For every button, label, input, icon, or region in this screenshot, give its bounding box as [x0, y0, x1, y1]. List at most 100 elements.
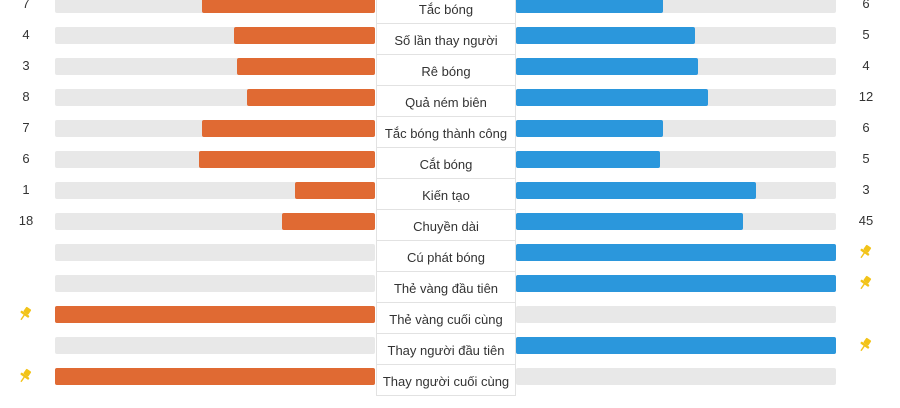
- home-bar: [247, 89, 375, 106]
- away-value: 5: [862, 27, 870, 42]
- stat-label: Rê bóng: [376, 55, 516, 86]
- away-value: 4: [862, 58, 870, 73]
- home-bar: [55, 306, 375, 323]
- stat-row: 18 Chuyền dài 45: [0, 210, 900, 241]
- stat-label: Thẻ vàng cuối cùng: [376, 303, 516, 334]
- stat-label: Tắc bóng: [376, 0, 516, 24]
- home-bar: [202, 120, 375, 137]
- stat-row: Thay người cuối cùng: [0, 365, 900, 396]
- stat-row: 4 Số lần thay người 5: [0, 24, 900, 55]
- away-bar: [516, 182, 756, 199]
- away-value: 45: [858, 213, 874, 228]
- pin-icon: [857, 337, 873, 353]
- home-bar-track: [55, 182, 375, 199]
- away-bar: [516, 0, 663, 13]
- home-bar: [202, 0, 375, 13]
- home-value: 7: [22, 0, 30, 11]
- home-value: 1: [22, 182, 30, 197]
- away-bar-track: [516, 89, 836, 106]
- stat-label: Cắt bóng: [376, 148, 516, 179]
- stat-row: Thẻ vàng đầu tiên: [0, 272, 900, 303]
- home-bar-track: [55, 368, 375, 385]
- stat-row: 1 Kiến tạo 3: [0, 179, 900, 210]
- away-bar: [516, 89, 708, 106]
- home-bar: [55, 368, 375, 385]
- away-value: 12: [858, 89, 874, 104]
- stat-label: Tắc bóng thành công: [376, 117, 516, 148]
- away-bar-track: [516, 27, 836, 44]
- home-value: 7: [22, 120, 30, 135]
- home-bar-track: [55, 89, 375, 106]
- home-value: 8: [22, 89, 30, 104]
- away-value: 3: [862, 182, 870, 197]
- home-bar-track: [55, 58, 375, 75]
- home-value: 18: [18, 213, 34, 228]
- away-bar: [516, 58, 698, 75]
- away-bar-track: [516, 120, 836, 137]
- away-bar: [516, 151, 660, 168]
- home-bar-track: [55, 244, 375, 261]
- home-bar-track: [55, 0, 375, 13]
- stat-label: Thay người cuối cùng: [376, 365, 516, 396]
- stat-label: Kiến tạo: [376, 179, 516, 210]
- stat-label: Thẻ vàng đầu tiên: [376, 272, 516, 303]
- stat-label: Số lần thay người: [376, 24, 516, 55]
- away-bar-track: [516, 213, 836, 230]
- away-value: 6: [862, 120, 870, 135]
- home-bar-track: [55, 275, 375, 292]
- away-bar: [516, 120, 663, 137]
- home-bar-track: [55, 27, 375, 44]
- stat-row: Thay người đầu tiên: [0, 334, 900, 365]
- home-bar-track: [55, 151, 375, 168]
- pin-icon: [857, 275, 873, 291]
- away-bar: [516, 213, 743, 230]
- pin-icon: [857, 244, 873, 260]
- home-bar: [199, 151, 375, 168]
- away-value: [838, 365, 894, 396]
- away-bar: [516, 27, 695, 44]
- away-value: 5: [862, 151, 870, 166]
- stat-label: Chuyền dài: [376, 210, 516, 241]
- home-bar: [234, 27, 375, 44]
- away-bar-track: [516, 151, 836, 168]
- away-bar-track: [516, 275, 836, 292]
- home-value: 6: [22, 151, 30, 166]
- home-value: [0, 272, 52, 303]
- home-value: 3: [22, 58, 30, 73]
- away-bar: [516, 244, 836, 261]
- stat-row: 3 Rê bóng 4: [0, 55, 900, 86]
- away-bar-track: [516, 58, 836, 75]
- home-bar: [282, 213, 375, 230]
- stat-row: 8 Quả ném biên 12: [0, 86, 900, 117]
- away-bar: [516, 275, 836, 292]
- away-bar-track: [516, 0, 836, 13]
- stat-label: Quả ném biên: [376, 86, 516, 117]
- away-value: 6: [862, 0, 870, 11]
- pin-icon: [17, 306, 33, 322]
- stat-row: 6 Cắt bóng 5: [0, 148, 900, 179]
- home-bar-track: [55, 120, 375, 137]
- pin-icon: [17, 368, 33, 384]
- away-bar: [516, 337, 836, 354]
- away-bar-track: [516, 244, 836, 261]
- home-bar: [295, 182, 375, 199]
- home-bar-track: [55, 306, 375, 323]
- away-bar-track: [516, 368, 836, 385]
- away-bar-track: [516, 182, 836, 199]
- home-value: [0, 334, 52, 365]
- home-bar-track: [55, 213, 375, 230]
- home-bar-track: [55, 337, 375, 354]
- home-value: [0, 241, 52, 272]
- away-value: [838, 303, 894, 334]
- stat-row: 7 Tắc bóng thành công 6: [0, 117, 900, 148]
- stat-row: Cú phát bóng: [0, 241, 900, 272]
- home-bar: [237, 58, 375, 75]
- stat-label: Thay người đầu tiên: [376, 334, 516, 365]
- stat-row: 7 Tắc bóng 6: [0, 0, 900, 24]
- stat-row: Thẻ vàng cuối cùng: [0, 303, 900, 334]
- away-bar-track: [516, 337, 836, 354]
- home-value: 4: [22, 27, 30, 42]
- stat-label: Cú phát bóng: [376, 241, 516, 272]
- away-bar-track: [516, 306, 836, 323]
